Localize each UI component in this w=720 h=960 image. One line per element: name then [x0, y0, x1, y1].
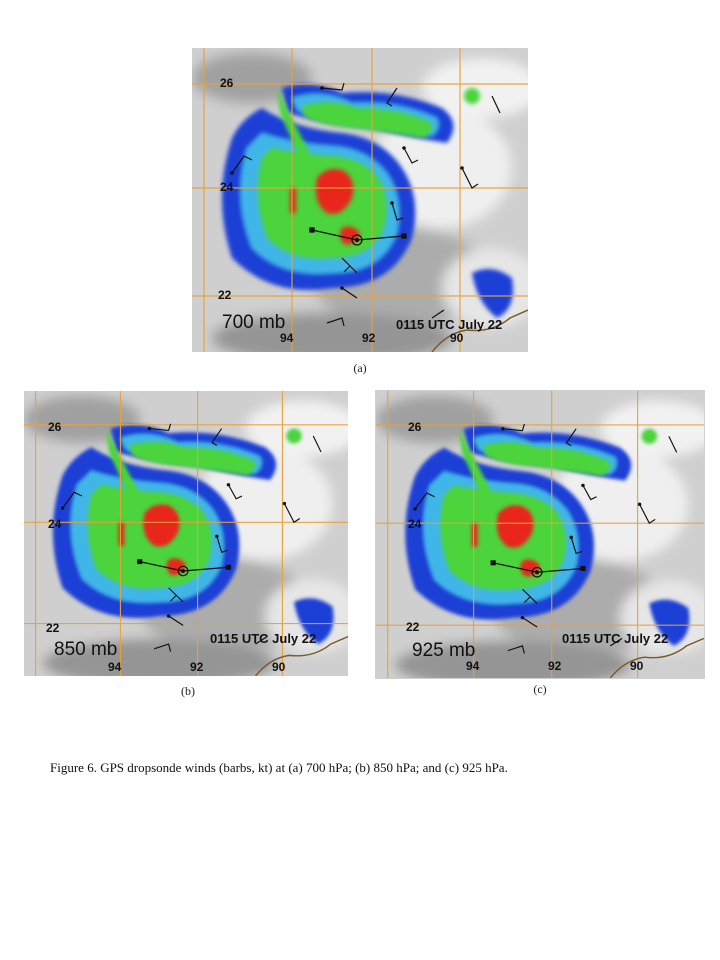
lon-label-94: 94 [108, 660, 122, 674]
lon-label-92: 92 [190, 660, 204, 674]
lon-label-92: 92 [362, 331, 376, 345]
pressure-level-label: 700 mb [222, 312, 286, 333]
lat-label-26: 26 [408, 420, 422, 434]
time-label: 0115 UTC July 22 [562, 631, 669, 646]
pressure-level-label: 850 mb [54, 639, 118, 660]
lon-label-90: 90 [272, 660, 286, 674]
lat-label-22: 22 [46, 621, 60, 635]
panel-a-caption: (a) [353, 361, 367, 375]
time-label: 0115 UTC July 22 [210, 631, 317, 646]
lon-label-90: 90 [630, 659, 644, 673]
panel-b-850mb: 26 24 22 94 92 90 850 mb 0115 UTC July 2… [24, 391, 348, 676]
time-label: 0115 UTC July 22 [396, 317, 503, 332]
lat-label-24: 24 [48, 517, 62, 531]
lat-label-26: 26 [220, 76, 234, 90]
panel-a-700mb: 26 24 22 94 92 90 700 mb 0115 UTC July 2… [192, 48, 528, 352]
pressure-level-label: 925 mb [412, 640, 476, 661]
lat-label-24: 24 [220, 180, 234, 194]
lat-label-22: 22 [218, 288, 232, 302]
panel-b-caption: (b) [181, 684, 195, 698]
lat-label-26: 26 [48, 420, 62, 434]
lat-label-22: 22 [406, 620, 420, 634]
panel-c-caption: (c) [533, 682, 547, 696]
lon-label-94: 94 [280, 331, 294, 345]
satellite-image [192, 48, 528, 352]
lat-label-24: 24 [408, 517, 422, 531]
panel-c-925mb: 26 24 22 94 92 90 925 mb 0115 UTC July 2… [375, 390, 705, 679]
lon-label-90: 90 [450, 331, 464, 345]
lon-label-94: 94 [466, 659, 480, 673]
lon-label-92: 92 [548, 659, 562, 673]
figure-caption: Figure 6. GPS dropsonde winds (barbs, kt… [50, 760, 508, 775]
